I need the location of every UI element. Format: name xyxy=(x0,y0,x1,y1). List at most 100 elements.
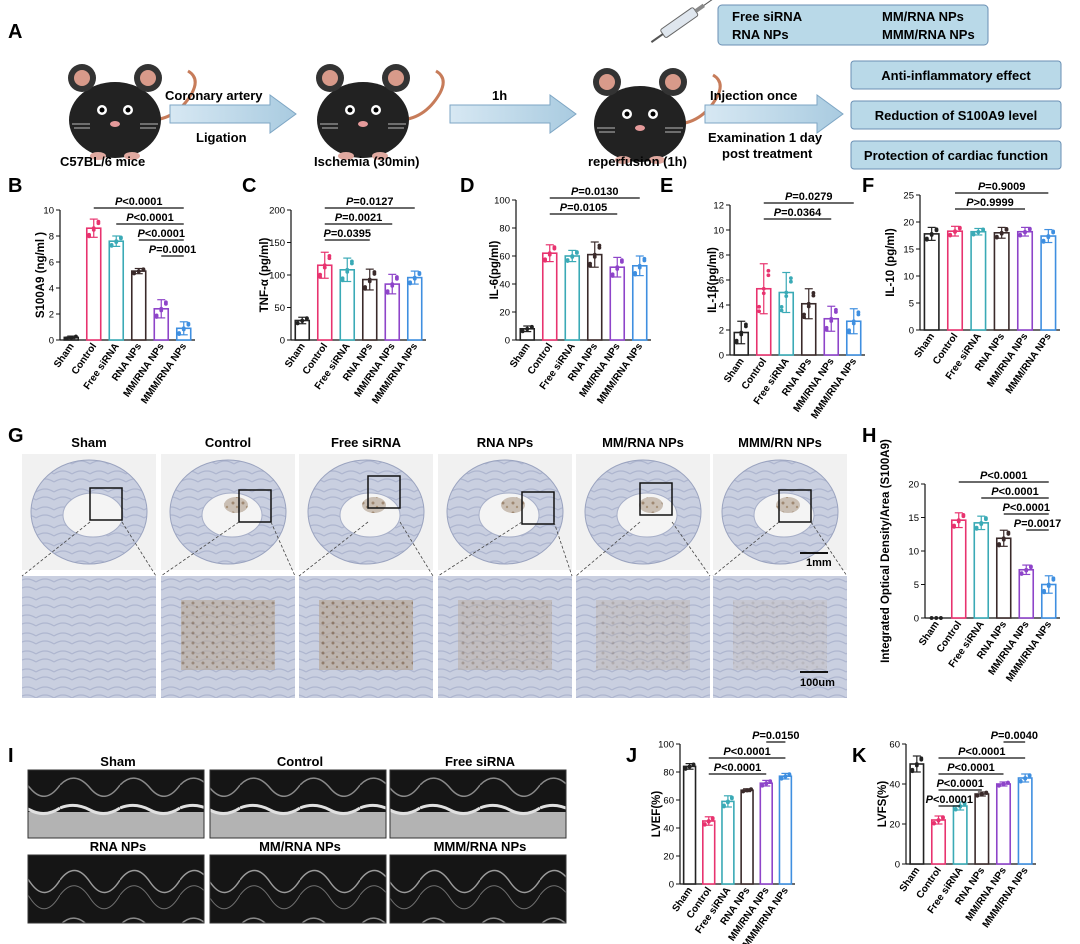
data-point xyxy=(745,788,749,793)
y-tick-label: 80 xyxy=(663,768,674,779)
data-point xyxy=(932,820,936,825)
zoom-box xyxy=(521,491,555,525)
groups-box xyxy=(717,4,989,46)
data-point xyxy=(417,271,422,275)
p-value-text: =0.0279 xyxy=(792,191,832,203)
zoom-box xyxy=(238,489,272,523)
y-tick-label: 0 xyxy=(719,351,724,362)
bar xyxy=(85,227,102,341)
data-point xyxy=(706,819,711,823)
mouse-icon xyxy=(316,64,445,160)
histology-label: Sham xyxy=(71,435,106,450)
stain-region xyxy=(319,600,413,670)
data-point xyxy=(802,315,806,320)
p-value-prefix: P xyxy=(714,762,722,774)
y-tick-label: 0 xyxy=(669,880,674,891)
data-point xyxy=(764,781,769,786)
bar xyxy=(973,522,990,619)
panel-letter-g: G xyxy=(8,425,24,447)
data-point xyxy=(520,328,525,333)
data-point xyxy=(802,312,806,317)
data-point xyxy=(408,280,412,285)
y-tick-label: 8 xyxy=(49,232,54,243)
groups-box-item: Free siRNA xyxy=(732,9,803,24)
zoom-line xyxy=(437,521,523,577)
echo-label: MM/RNA NPs xyxy=(259,839,341,854)
p-value-text: <0.0001 xyxy=(145,228,185,240)
data-point xyxy=(87,232,91,237)
p-value-text: <0.0001 xyxy=(1010,502,1050,514)
bar xyxy=(946,230,964,331)
data-point xyxy=(953,806,958,811)
p-value-label: P<0.0001 xyxy=(714,762,761,774)
p-value-label: P<0.0001 xyxy=(936,778,983,790)
y-tick-label: 20 xyxy=(889,820,900,831)
data-point xyxy=(1051,576,1056,581)
bar xyxy=(1016,230,1034,331)
mouse-label-3: reperfusion (1h) xyxy=(588,154,687,169)
y-tick-label: 0 xyxy=(280,336,285,347)
data-point xyxy=(177,331,182,335)
data-point xyxy=(1001,782,1006,786)
data-point xyxy=(1018,778,1023,783)
y-tick-label: 15 xyxy=(908,513,919,524)
data-point xyxy=(976,229,981,234)
p-value-prefix: P xyxy=(571,186,579,198)
y-tick-label: 10 xyxy=(903,272,914,283)
data-point xyxy=(806,301,811,306)
p-value-label: P<0.0001 xyxy=(958,746,1005,758)
p-value-text: <0.0001 xyxy=(944,778,984,790)
p-value-prefix: P xyxy=(126,212,134,224)
panel-letter-k: K xyxy=(852,745,867,767)
histology-section-bottom xyxy=(22,576,156,698)
data-point xyxy=(1023,776,1028,780)
data-point xyxy=(851,319,856,324)
data-point xyxy=(543,257,547,262)
p-value-text: =0.0130 xyxy=(578,186,618,198)
groups-box-item: RNA NPs xyxy=(732,27,789,42)
data-point xyxy=(939,616,943,620)
y-tick-label: 6 xyxy=(49,258,54,269)
p-value-text: =0.0040 xyxy=(998,730,1038,742)
stain-region xyxy=(596,600,690,670)
y-tick-label: 200 xyxy=(269,206,285,217)
panel-letter-j: J xyxy=(626,745,637,767)
p-value-label: P<0.0001 xyxy=(1003,502,1050,514)
p-value-prefix: P xyxy=(1014,518,1022,530)
y-tick-label: 10 xyxy=(908,547,919,558)
data-point xyxy=(1024,567,1029,572)
y-tick-label: 20 xyxy=(499,308,510,319)
data-point xyxy=(981,227,986,232)
arrow3-bottom-label-2: post treatment xyxy=(722,146,813,161)
data-point xyxy=(729,795,734,800)
p-value-prefix: P xyxy=(774,207,782,219)
data-point xyxy=(637,263,642,268)
panel-letter-i: I xyxy=(8,745,14,767)
data-point xyxy=(588,261,592,266)
p-value-label: P<0.0001 xyxy=(947,762,994,774)
data-point xyxy=(741,789,746,794)
p-value-label: P<0.0001 xyxy=(138,228,185,240)
y-tick-label: 0 xyxy=(505,336,510,347)
data-point xyxy=(1018,232,1023,237)
data-point xyxy=(691,762,696,767)
bar xyxy=(909,763,925,865)
echo-label: RNA NPs xyxy=(90,839,147,854)
p-value-prefix: P xyxy=(936,778,944,790)
outcome-box xyxy=(850,60,1062,90)
p-value-label: P=0.0127 xyxy=(346,196,393,208)
data-point xyxy=(141,267,146,272)
data-point xyxy=(1027,773,1032,778)
data-point xyxy=(914,762,919,766)
zoom-line xyxy=(712,521,780,577)
data-point xyxy=(984,516,988,520)
p-value-label: P=0.0001 xyxy=(149,244,196,256)
histology-label: Control xyxy=(205,435,251,450)
bar xyxy=(759,782,773,885)
data-point xyxy=(761,286,766,291)
echo-label: Control xyxy=(277,754,323,769)
stain-region xyxy=(776,497,800,513)
p-value-label: P<0.0001 xyxy=(115,196,162,208)
